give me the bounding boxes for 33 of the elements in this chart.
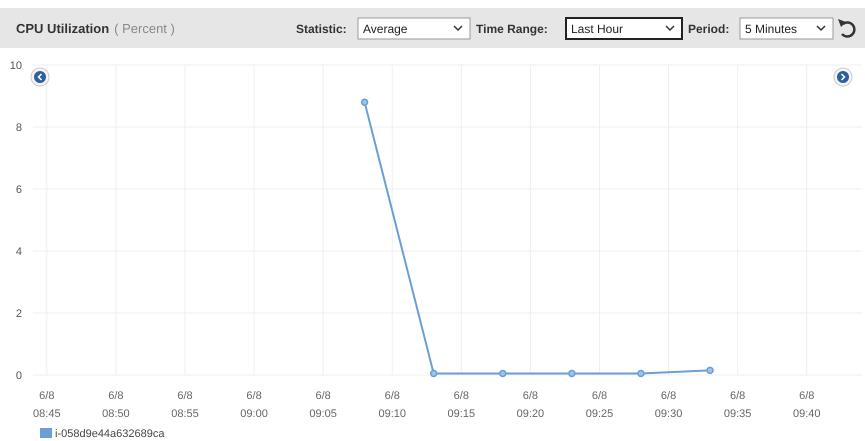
y-tick-label: 6: [16, 184, 22, 196]
y-tick-label: 8: [16, 122, 22, 134]
point: [499, 370, 507, 378]
x-tick-label: 6/8 09:40: [792, 390, 820, 420]
y-tick-label: 10: [10, 60, 22, 72]
legend-label: i-058d9e44a632689ca: [55, 428, 166, 440]
x-tick-label: 6/8 08:50: [102, 390, 130, 420]
x-tick-label: 6/8 08:45: [33, 390, 61, 420]
text: Average: [363, 22, 408, 36]
text: Last Hour: [571, 22, 624, 36]
text: Statistic:: [296, 22, 347, 36]
x-tick-label: 6/8 09:15: [448, 390, 476, 420]
chart-subtitle: ( Percent ): [114, 21, 175, 36]
y-tick-label: 2: [16, 308, 22, 320]
text: 5 Minutes: [745, 22, 798, 36]
x-tick-label: 6/8 09:20: [516, 390, 544, 420]
point: [360, 98, 368, 106]
x-tick-label: 6/8 08:55: [171, 390, 199, 420]
x-tick-label: 6/8 09:10: [378, 390, 406, 420]
y-tick-label: 0: [16, 370, 22, 382]
text: Time Range:: [476, 22, 548, 36]
x-tick-label: 6/8 09:25: [586, 390, 614, 420]
x-tick-label: 6/8 09:35: [724, 390, 752, 420]
chart-title: CPU Utilization: [16, 21, 110, 36]
x-tick-label: 6/8 09:05: [309, 390, 337, 420]
text: Period:: [688, 22, 730, 36]
point: [706, 366, 714, 374]
x-tick-label: 6/8 09:00: [240, 390, 268, 420]
point: [430, 370, 438, 378]
point: [568, 370, 576, 378]
point: [637, 370, 645, 378]
y-tick-label: 4: [16, 246, 22, 258]
x-tick-label: 6/8 09:30: [654, 390, 682, 420]
